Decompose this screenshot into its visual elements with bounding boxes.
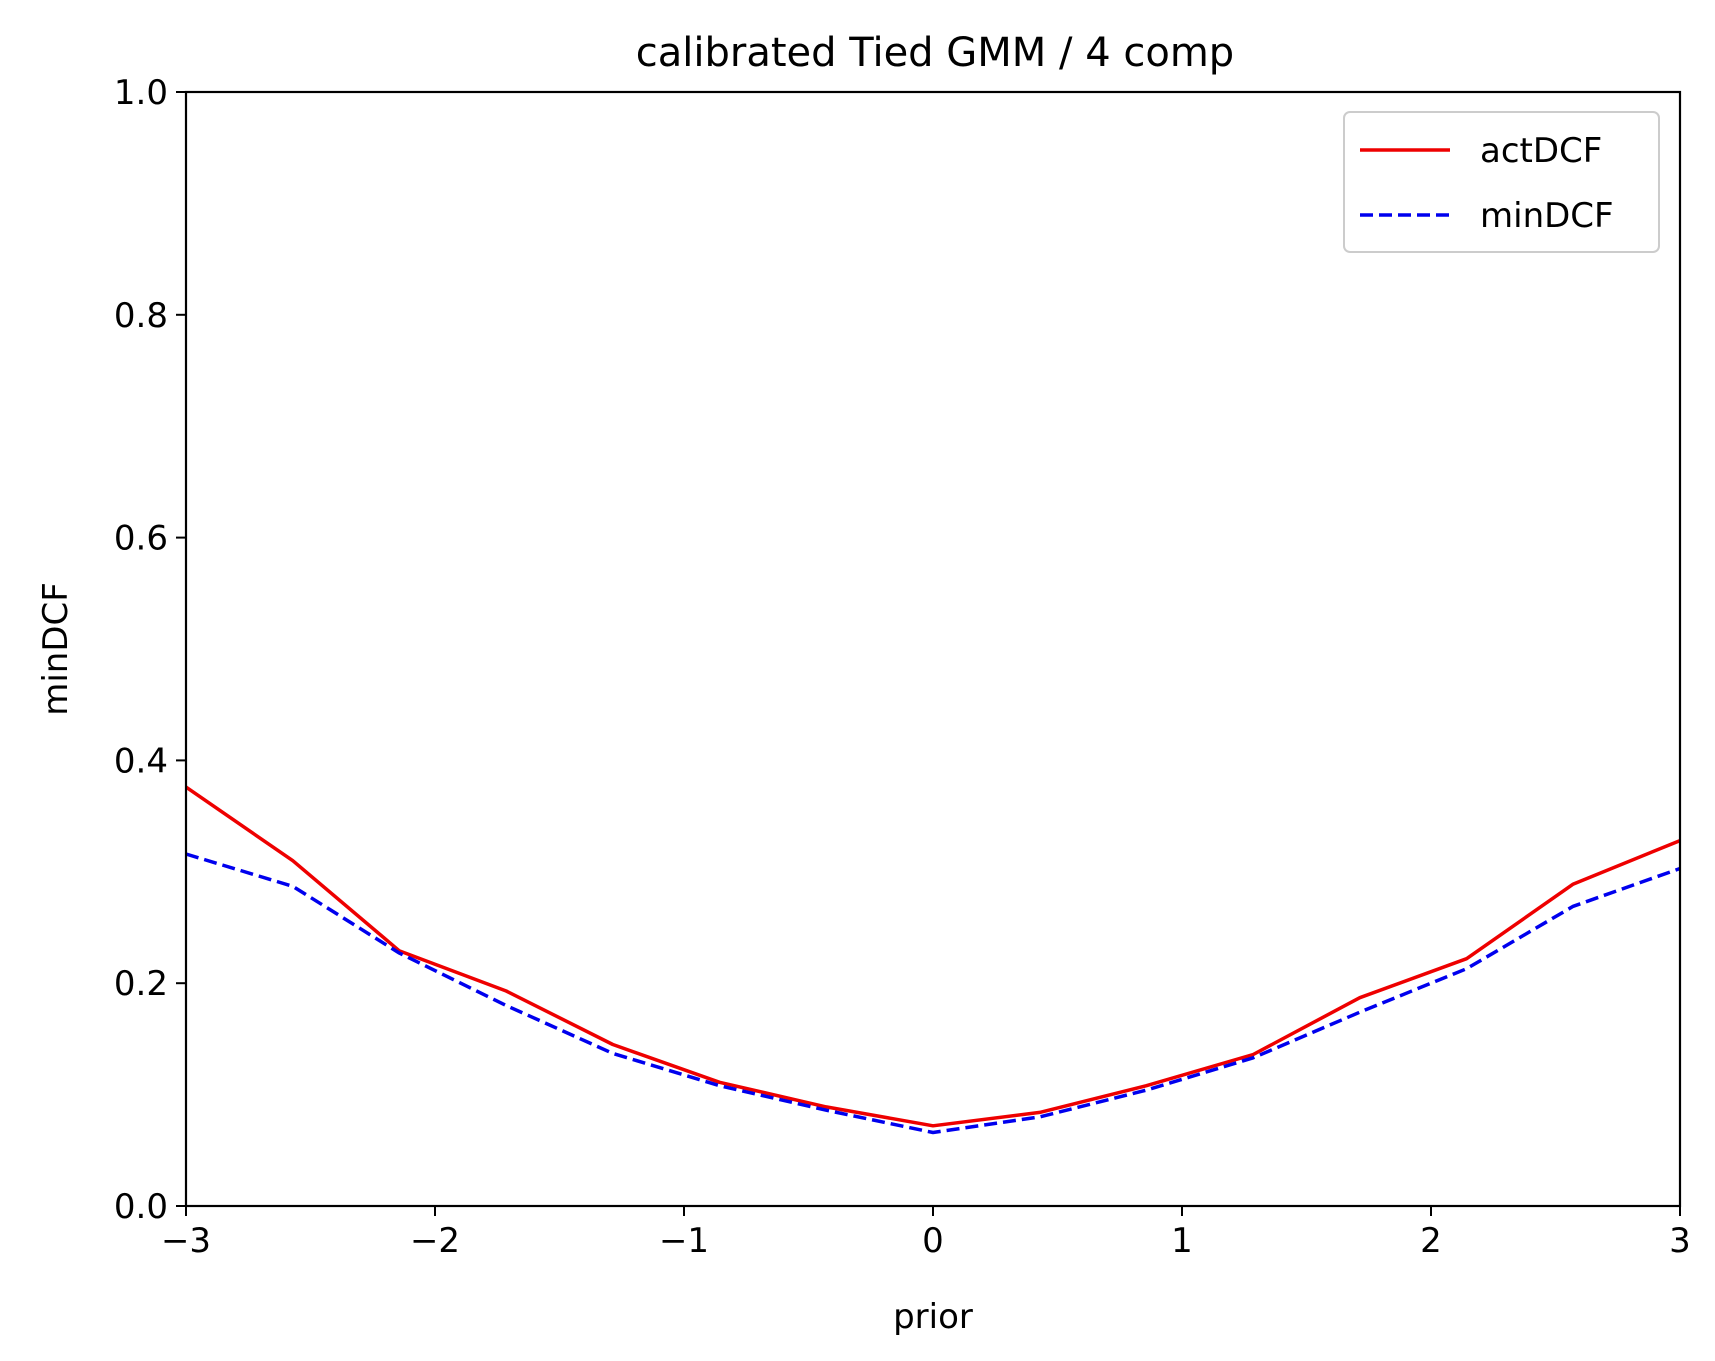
legend-label-mindcf: minDCF [1480,196,1614,236]
x-tick-label: −1 [659,1221,709,1261]
y-tick-label: 0.6 [114,519,168,559]
data-point-actdcf [504,989,508,993]
data-point-actdcf [931,1124,935,1128]
legend: actDCF minDCF [1343,111,1660,253]
data-point-mindcf [397,951,401,955]
y-tick-label: 0.8 [114,296,168,336]
x-tick-label: 0 [922,1221,944,1261]
data-point-actdcf [1571,882,1575,886]
data-point-mindcf [824,1108,828,1112]
data-point-mindcf [718,1084,722,1088]
y-axis: 0.0 0.2 0.4 0.6 0.8 1.0 [114,73,186,1227]
x-tick-label: 2 [1420,1221,1442,1261]
data-point-mindcf [291,884,295,888]
data-point-mindcf [1465,967,1469,971]
y-tick-label: 0.4 [114,741,168,781]
legend-label-actdcf: actDCF [1480,131,1602,171]
data-point-actdcf [1465,957,1469,961]
data-point-actdcf [291,859,295,863]
y-tick-label: 0.2 [114,964,168,1004]
series-line-actdcf [185,785,1681,1128]
series-line-mindcf [185,852,1681,1135]
data-point-mindcf [931,1130,935,1134]
x-axis: −3 −2 −1 0 1 2 3 [161,1206,1691,1261]
data-point-actdcf [1038,1110,1042,1114]
data-point-actdcf [611,1042,615,1046]
y-tick-label: 1.0 [114,73,168,113]
x-tick-label: −3 [161,1221,211,1261]
data-point-mindcf [611,1051,615,1055]
data-point-mindcf [1571,904,1575,908]
data-point-mindcf [1144,1088,1148,1092]
legend-box [1343,111,1660,253]
x-tick-label: 1 [1171,1221,1193,1261]
data-point-mindcf [1358,1010,1362,1014]
data-point-mindcf [1251,1056,1255,1060]
x-tick-label: −2 [410,1221,460,1261]
data-point-actdcf [1358,996,1362,1000]
data-point-mindcf [1038,1115,1042,1119]
data-point-actdcf [1144,1084,1148,1088]
y-tick-label: 0.0 [114,1187,168,1227]
x-axis-label: prior [893,1297,973,1337]
y-axis-label: minDCF [36,582,76,716]
data-point-mindcf [504,1003,508,1007]
series-layer [185,785,1681,1135]
chart-title: calibrated Tied GMM / 4 comp [636,30,1234,76]
x-tick-label: 3 [1669,1221,1691,1261]
